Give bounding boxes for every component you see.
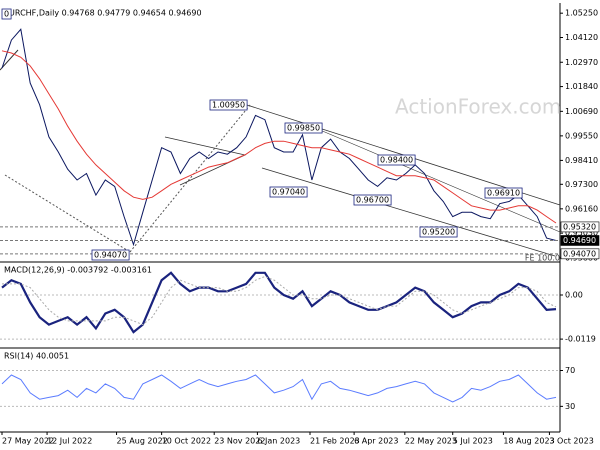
price-box xyxy=(560,248,600,260)
y-tick-label: -0.0119 xyxy=(565,335,596,344)
x-tick-label: 22 May 2023 xyxy=(405,437,457,446)
y-tick-label: 1.01840 xyxy=(565,82,598,91)
annotation: 0.96910 xyxy=(487,189,520,198)
panel-title: RSI(14) 40.0051 xyxy=(4,352,69,361)
annotation-box xyxy=(209,99,248,111)
price-label: 0.94070 xyxy=(563,249,596,258)
annotation-box xyxy=(91,249,130,261)
y-tick-label: 0.98410 xyxy=(565,156,598,165)
x-tick-label: 25 Aug 2022 xyxy=(117,437,168,446)
series-line xyxy=(2,275,557,326)
annotation-box xyxy=(284,122,323,134)
x-tick-label: 21 Feb 2023 xyxy=(310,437,360,446)
annotation-box xyxy=(1,8,12,20)
y-tick-label: 0.00 xyxy=(565,290,583,299)
annotation-box xyxy=(353,194,392,206)
annotation: 0 xyxy=(4,10,9,19)
series-line xyxy=(1,374,557,403)
y-tick-label: 0.99550 xyxy=(565,131,598,140)
annotation: 0.96700 xyxy=(356,196,389,205)
series-line xyxy=(1,271,557,334)
y-tick-label: 1.00690 xyxy=(565,107,598,116)
x-tick-label: 18 Aug 2023 xyxy=(503,437,554,446)
x-tick-label: 6 Jan 2023 xyxy=(257,437,300,446)
y-tick-label: 70 xyxy=(565,366,575,375)
annotation: 0.94070 xyxy=(94,251,127,260)
annotation-box xyxy=(269,186,308,198)
price-label: 0.94690 xyxy=(563,236,596,245)
watermark: ActionForex.com xyxy=(395,95,561,119)
y-tick-label: 1.02970 xyxy=(565,58,598,67)
series-line xyxy=(1,28,557,247)
y-tick-label: 1.04120 xyxy=(565,33,598,42)
x-tick-label: 6 Apr 2023 xyxy=(354,437,398,446)
channel-line xyxy=(261,167,556,257)
annotation-box xyxy=(419,226,458,238)
series-line xyxy=(1,50,557,224)
annotation: 0.99850 xyxy=(287,124,320,133)
x-tick-label: 23 Nov 2022 xyxy=(214,437,265,446)
channel-line xyxy=(319,129,561,233)
y-tick-label: 30 xyxy=(565,402,575,411)
x-tick-label: 12 Jul 2022 xyxy=(47,437,92,446)
price-box xyxy=(560,235,600,246)
y-tick-label: 0.97300 xyxy=(565,180,598,189)
annotation-box xyxy=(484,187,523,199)
trend-line xyxy=(4,174,131,253)
price-box xyxy=(560,221,600,233)
annotation: FE 100.0 xyxy=(525,254,560,263)
x-tick-label: 5 Jul 2023 xyxy=(453,437,493,446)
x-tick-label: 27 May 2022 xyxy=(2,437,54,446)
x-tick-label: 3 Oct 2023 xyxy=(549,437,593,446)
annotation: 0.97040 xyxy=(272,188,305,197)
y-tick-label: 1.05250 xyxy=(565,9,598,18)
price-label: 0.95320 xyxy=(563,222,596,231)
y-tick-label: 0.95030 xyxy=(565,229,598,238)
panel-title: EURCHF,Daily 0.94768 0.94779 0.94654 0.9… xyxy=(4,9,202,18)
annotation: 1.00950 xyxy=(212,101,245,110)
x-tick-label: 10 Oct 2022 xyxy=(162,437,211,446)
y-tick-label: 0.96160 xyxy=(565,204,598,213)
annotation: 0.95200 xyxy=(422,228,455,237)
panel-title: MACD(12,26,9) -0.003792 -0.003161 xyxy=(4,266,152,275)
annotation-box xyxy=(377,154,416,166)
annotation: 0.98400 xyxy=(380,156,413,165)
